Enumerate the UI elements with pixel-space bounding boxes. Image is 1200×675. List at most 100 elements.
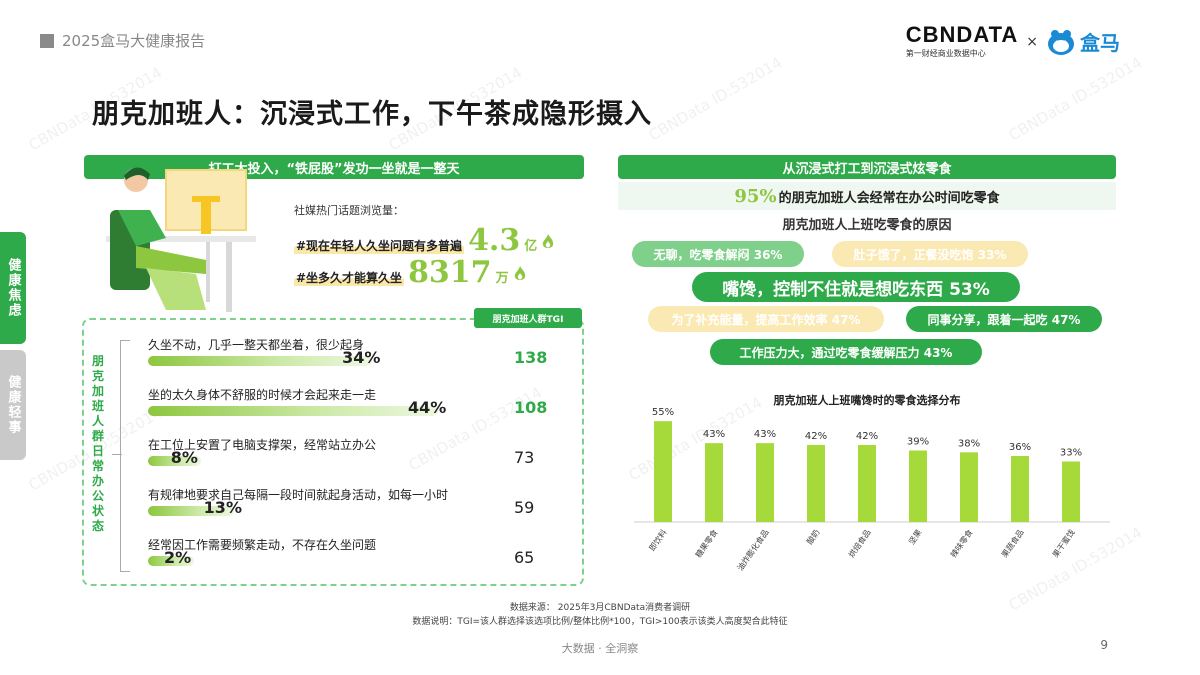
office-state-tgi: 65 xyxy=(514,548,535,567)
office-state-percentage: 2% xyxy=(164,548,192,567)
office-state-bar xyxy=(148,506,234,516)
side-tab-health-anxiety[interactable]: 健康焦虑 xyxy=(0,232,26,344)
hema-logo: 盒马 xyxy=(1046,27,1120,57)
chart-category-label: 酸奶 xyxy=(804,527,821,546)
cbndata-logo-text: CBNDATA xyxy=(905,22,1019,47)
chart-bar xyxy=(909,450,927,522)
chart-bar xyxy=(858,445,876,522)
chart-category-label: 果干蜜饯 xyxy=(1050,527,1077,559)
watermark: CBNData ID:532014 xyxy=(645,53,786,145)
reason-pill: 为了补充能量，提高工作效率 47% xyxy=(648,306,884,332)
logo-group: CBNDATA 第一财经商业数据中心 × 盒马 xyxy=(906,24,1120,59)
office-worker-illustration xyxy=(106,167,256,312)
office-state-text: 经常因工作需要频繁走动，不存在久坐问题 xyxy=(148,538,377,552)
office-state-bar xyxy=(148,456,201,466)
office-state-text: 在工位上安置了电脑支撑架，经常站立办公 xyxy=(148,438,377,452)
office-state-text: 坐的太久身体不舒服的时候才会起来走一走 xyxy=(148,388,377,402)
office-state-item: 在工位上安置了电脑支撑架，经常站立办公 8% 73 xyxy=(148,436,568,467)
office-state-item: 久坐不动，几乎一整天都坐着，很少起身 34% 138 xyxy=(148,336,568,367)
office-state-bar xyxy=(148,406,438,416)
chart-data-label: 36% xyxy=(1009,442,1031,453)
chart-data-label: 38% xyxy=(958,438,980,449)
tgi-tag: 朋克加班人群TGI xyxy=(474,308,582,328)
office-state-tgi: 108 xyxy=(514,398,548,417)
reason-pill: 无聊，吃零食解闷 36% xyxy=(632,241,804,267)
office-state-tgi: 73 xyxy=(514,448,535,467)
office-state-panel xyxy=(82,318,584,586)
social-label: 社媒热门话题浏览量： xyxy=(294,204,404,217)
hema-mascot-icon xyxy=(1048,29,1074,55)
chart-category-label: 油炸膨化食品 xyxy=(735,527,771,572)
office-state-bar xyxy=(148,356,373,366)
bracket-connector xyxy=(112,454,122,455)
right-banner: 从沉浸式打工到沉浸式炫零食 xyxy=(618,155,1116,179)
page-number: 9 xyxy=(1100,638,1108,652)
office-state-percentage: 34% xyxy=(342,348,381,367)
report-title: 2025盒马大健康报告 xyxy=(40,30,205,51)
topic-views-unit: 万 xyxy=(495,271,509,286)
chart-data-label: 33% xyxy=(1060,448,1082,459)
fire-icon xyxy=(543,234,554,248)
topic-tag[interactable]: #坐多久才能算久坐 xyxy=(294,269,405,286)
reasons-heading: 朋克加班人上班吃零食的原因 xyxy=(782,218,952,233)
watermark: CBNData ID:532014 xyxy=(1005,53,1146,145)
snack-choice-bar-chart: 55% 即饮料 43% 糖果零食 43% 油炸膨化食品 42% 酸奶 42% 烘焙食品 39% 坚果 3… xyxy=(634,407,1110,572)
topic-views-number: 8317 xyxy=(408,255,492,290)
chart-data-label: 42% xyxy=(805,431,827,442)
headline-text: 的朋克加班人会经常在办公时间吃零食 xyxy=(778,190,1000,206)
chart-category-label: 糖果零食 xyxy=(693,527,720,559)
chart-data-label: 55% xyxy=(652,407,674,418)
bracket-line xyxy=(120,340,130,572)
office-state-percentage: 13% xyxy=(203,498,242,517)
office-state-percentage: 8% xyxy=(170,448,198,467)
fire-icon xyxy=(514,266,525,280)
office-state-text: 久坐不动，几乎一整天都坐着，很少起身 xyxy=(148,338,365,352)
office-state-text: 有规律地要求自己每隔一段时间就起身活动，如每一小时 xyxy=(148,488,449,502)
topic-views-number: 4.3 xyxy=(468,223,521,258)
chart-bar xyxy=(756,443,774,522)
reason-pill: 嘴馋，控制不住就是想吃东西 53% xyxy=(692,272,1020,302)
reason-pill: 工作压力大，通过吃零食缓解压力 43% xyxy=(710,339,982,365)
reason-pill: 肚子饿了，正餐没吃饱 33% xyxy=(832,241,1028,267)
chart-bar xyxy=(960,452,978,522)
reason-pill: 同事分享，跟着一起吃 47% xyxy=(906,306,1102,332)
office-state-percentage: 44% xyxy=(408,398,447,417)
topic-views-unit: 亿 xyxy=(524,239,538,254)
topic-row: #现在年轻人久坐问题有多普遍 4.3 亿 xyxy=(294,226,555,256)
chart-bar xyxy=(654,421,672,522)
chart-bar xyxy=(1011,456,1029,522)
chart-category-label: 坚果 xyxy=(907,528,924,546)
page-title: 朋克加班人：沉浸式工作，下午茶成隐形摄入 xyxy=(92,99,652,130)
chart-data-label: 39% xyxy=(907,437,929,448)
cbndata-logo-subtext: 第一财经商业数据中心 xyxy=(905,49,986,58)
chart-category-label: 辣味零食 xyxy=(948,527,975,559)
chart-data-label: 43% xyxy=(754,429,776,440)
office-state-item: 经常因工作需要频繁走动，不存在久坐问题 2% 65 xyxy=(148,536,568,567)
title-square-icon xyxy=(40,33,54,48)
chart-category-label: 即饮料 xyxy=(647,527,669,552)
footer-tagline: 大数据 · 全洞察 xyxy=(561,642,639,655)
state-label: 朋克加班人群日常办公状态 xyxy=(92,354,105,533)
office-state-tgi: 138 xyxy=(514,348,548,367)
chart-title: 朋克加班人上班嘴馋时的零食选择分布 xyxy=(773,394,961,407)
topic-tag[interactable]: #现在年轻人久坐问题有多普遍 xyxy=(294,237,465,254)
chart-bar xyxy=(1062,461,1080,522)
office-state-item: 坐的太久身体不舒服的时候才会起来走一走 44% 108 xyxy=(148,386,568,417)
office-state-bar xyxy=(148,556,194,566)
chart-category-label: 果蔬食品 xyxy=(999,527,1026,559)
topic-row: #坐多久才能算久坐 8317 万 xyxy=(294,258,527,288)
chart-bar xyxy=(807,445,825,522)
headline: 95% 的朋克加班人会经常在办公时间吃零食 xyxy=(618,182,1116,210)
cbndata-logo: CBNDATA 第一财经商业数据中心 xyxy=(906,24,1019,59)
chart-category-label: 烘焙食品 xyxy=(846,527,873,559)
office-state-tgi: 59 xyxy=(514,498,535,517)
data-note: 数据说明：TGI=该人群选择该选项比例/整体比例*100，TGI>100表示该类… xyxy=(412,617,788,627)
chart-bar xyxy=(705,443,723,522)
report-title-text: 2025盒马大健康报告 xyxy=(62,32,206,50)
headline-percentage: 95% xyxy=(734,185,777,207)
chart-data-label: 42% xyxy=(856,431,878,442)
logo-separator: × xyxy=(1026,33,1038,50)
office-state-item: 有规律地要求自己每隔一段时间就起身活动，如每一小时 13% 59 xyxy=(148,486,568,517)
side-tab-health-light[interactable]: 健康轻事 xyxy=(0,350,26,460)
data-source: 数据来源： 2025年3月CBNData消费者调研 xyxy=(509,603,691,613)
